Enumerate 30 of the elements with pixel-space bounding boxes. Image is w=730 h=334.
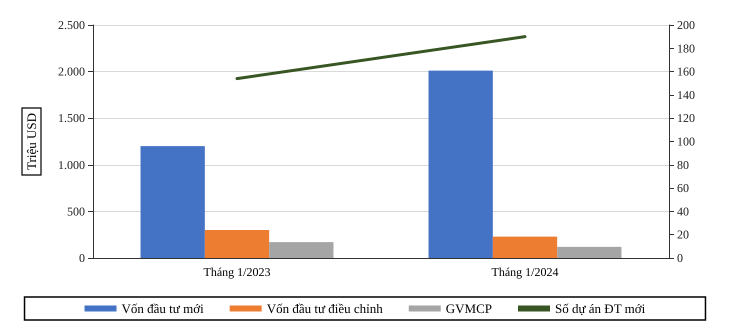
y2-tick-label: 160 xyxy=(677,64,695,79)
y2-tick-label: 80 xyxy=(677,158,689,172)
y-tick-label: 2.500 xyxy=(58,18,85,32)
y2-tick-label: 180 xyxy=(677,41,695,56)
y-tick-label: 500 xyxy=(67,204,85,218)
y2-tick-label: 140 xyxy=(677,88,695,102)
y2-tick-label: 60 xyxy=(677,181,689,196)
y-tick-label: 1.500 xyxy=(58,111,85,126)
y-axis-title: Triệu USD xyxy=(24,113,39,170)
y2-tick-label: 40 xyxy=(677,204,689,218)
legend-label: Số dự án ĐT mới xyxy=(555,301,646,316)
y2-tick-label: 20 xyxy=(677,228,689,242)
y-tick-label: 2.000 xyxy=(58,64,85,79)
bar xyxy=(428,70,493,258)
legend-label: Vốn đầu tư điều chỉnh xyxy=(266,301,384,316)
legend-label: Vốn đầu tư mới xyxy=(122,301,204,316)
bar xyxy=(492,236,558,258)
bar xyxy=(140,146,205,258)
y2-tick-label: 0 xyxy=(677,251,683,265)
y2-tick-label: 200 xyxy=(677,18,695,32)
bar xyxy=(204,230,270,258)
y-tick-label: 0 xyxy=(79,251,85,265)
bar xyxy=(557,246,622,258)
legend-label: GVMCP xyxy=(446,301,492,316)
bar xyxy=(269,242,334,258)
x-tick-label: Tháng 1/2024 xyxy=(492,265,558,279)
x-tick-label: Tháng 1/2023 xyxy=(204,265,270,279)
y2-tick-label: 120 xyxy=(677,111,695,126)
y-tick-label: 1.000 xyxy=(58,158,85,172)
y2-tick-label: 100 xyxy=(677,134,695,148)
